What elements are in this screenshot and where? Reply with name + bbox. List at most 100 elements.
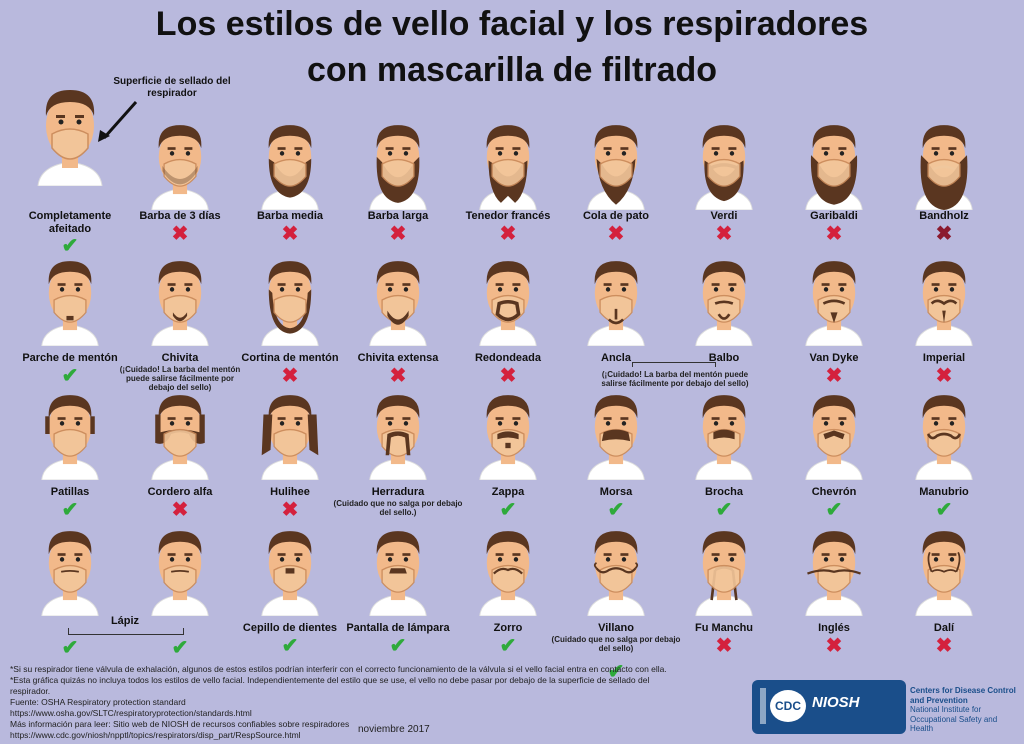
style-card: Dalí ✖ bbox=[888, 524, 1000, 656]
cross-icon: ✖ bbox=[171, 499, 189, 521]
cdc-logo: CDC bbox=[770, 690, 806, 722]
check-icon: ✔ bbox=[935, 499, 953, 521]
face-illustration-icon bbox=[578, 388, 654, 481]
style-card: Zorro ✔ bbox=[452, 524, 564, 657]
style-label: Zorro bbox=[493, 622, 523, 634]
pencil-label: Lápiz bbox=[110, 615, 140, 627]
publication-date: noviembre 2017 bbox=[358, 724, 430, 735]
style-card: Redondeada ✖ bbox=[452, 254, 564, 386]
style-card: Cepillo de dientes ✔ bbox=[234, 524, 346, 656]
face-illustration-icon bbox=[142, 254, 218, 347]
style-label: Cola de pato bbox=[582, 210, 649, 222]
style-note: (Cuidado que no salga por debajo del sel… bbox=[551, 635, 681, 653]
face-illustration-icon bbox=[360, 118, 436, 211]
style-card: Chevrón ✔ bbox=[778, 388, 890, 520]
face-illustration-icon bbox=[578, 254, 654, 347]
face-illustration-icon bbox=[142, 524, 218, 617]
cross-icon: ✖ bbox=[389, 365, 407, 387]
check-icon: ✔ bbox=[61, 637, 79, 659]
face-illustration-icon bbox=[470, 524, 546, 617]
footer-line: *Si su respirador tiene válvula de exhal… bbox=[10, 664, 667, 674]
style-label: Herradura bbox=[371, 486, 425, 498]
style-card: Barba larga ✖ bbox=[342, 118, 454, 248]
style-label: Barba de 3 días bbox=[139, 210, 221, 222]
style-label: Cepillo de dientes bbox=[242, 622, 338, 634]
face-illustration-icon bbox=[796, 524, 872, 617]
style-card: Morsa ✔ bbox=[560, 388, 672, 520]
style-card: Van Dyke ✖ bbox=[778, 254, 890, 387]
check-icon: ✔ bbox=[499, 635, 517, 657]
style-label: Chivita bbox=[161, 352, 199, 364]
cross-icon: ✖ bbox=[607, 223, 625, 245]
style-label: Morsa bbox=[599, 486, 633, 498]
cross-icon: ✖ bbox=[715, 635, 733, 657]
face-illustration-icon bbox=[142, 118, 218, 211]
face-illustration-icon bbox=[906, 118, 982, 211]
face-illustration-icon bbox=[470, 118, 546, 211]
cross-icon: ✖ bbox=[281, 499, 299, 521]
anchor-balbo-note: (¡Cuidado! La barba del mentón puede sal… bbox=[601, 370, 749, 388]
face-illustration-icon bbox=[360, 388, 436, 481]
footer-link[interactable]: https://www.osha.gov/SLTC/respiratorypro… bbox=[10, 708, 252, 718]
style-label: Hulihee bbox=[270, 486, 310, 498]
style-card: Inglés ✖ bbox=[778, 524, 890, 657]
cross-icon: ✖ bbox=[825, 635, 843, 657]
face-illustration-icon bbox=[578, 524, 654, 617]
style-label: Inglés bbox=[818, 622, 850, 634]
check-icon: ✔ bbox=[389, 635, 407, 657]
cross-icon: ✖ bbox=[281, 223, 299, 245]
face-illustration-icon bbox=[32, 524, 108, 617]
style-label: Pantalla de lámpara bbox=[346, 622, 450, 634]
style-card: Zappa ✔ bbox=[452, 388, 564, 521]
style-card: Cortina de mentón ✖ bbox=[234, 254, 346, 387]
cross-icon: ✖ bbox=[281, 365, 299, 387]
style-label: Van Dyke bbox=[809, 352, 859, 364]
cross-icon: ✖ bbox=[825, 365, 843, 387]
footer-line: Más información para leer: Sitio web de … bbox=[10, 719, 350, 729]
style-card: Barba media ✖ bbox=[234, 118, 346, 248]
style-card: Villano (Cuidado que no salga por debajo … bbox=[552, 524, 680, 682]
style-label: Garibaldi bbox=[810, 210, 858, 222]
style-label: Zappa bbox=[491, 486, 525, 498]
style-label: Manubrio bbox=[919, 486, 969, 498]
style-card: Fu Manchu ✖ bbox=[668, 524, 780, 657]
face-illustration-icon bbox=[252, 388, 328, 481]
face-illustration-icon bbox=[906, 254, 982, 347]
cross-icon: ✖ bbox=[389, 223, 407, 245]
agency-cdc-name: Centers for Disease Control and Preventi… bbox=[910, 686, 1016, 705]
style-card: Parche de mentón ✔ bbox=[14, 254, 126, 387]
style-card: Balbo bbox=[668, 254, 780, 384]
style-label: Completamente afeitado bbox=[28, 210, 112, 235]
cross-icon: ✖ bbox=[499, 223, 517, 245]
page-subtitle: con mascarilla de filtrado bbox=[306, 51, 718, 89]
footer-link[interactable]: https://www.cdc.gov/niosh/npptl/topics/r… bbox=[10, 730, 301, 740]
face-illustration-icon bbox=[906, 524, 982, 617]
footer-line: *Esta gráfica quizás no incluya todos lo… bbox=[10, 675, 650, 685]
face-illustration-icon bbox=[360, 524, 436, 617]
check-icon: ✔ bbox=[61, 365, 79, 387]
style-card: Tenedor francés ✖ bbox=[452, 118, 564, 248]
hhs-seal-icon bbox=[760, 688, 766, 724]
face-illustration-icon bbox=[906, 388, 982, 481]
agency-names: Centers for Disease Control and Preventi… bbox=[910, 686, 1022, 734]
page-title: Los estilos de vello facial y los respir… bbox=[155, 5, 869, 43]
style-label: Tenedor francés bbox=[465, 210, 551, 222]
check-icon: ✔ bbox=[61, 499, 79, 521]
style-label: Cordero alfa bbox=[147, 486, 213, 498]
callout-arrow-icon bbox=[98, 101, 138, 142]
face-illustration-icon bbox=[686, 524, 762, 617]
style-label: Dalí bbox=[933, 622, 955, 634]
style-label: Bandholz bbox=[919, 210, 969, 222]
check-icon: ✔ bbox=[715, 499, 733, 521]
style-card: Garibaldi ✖ bbox=[778, 118, 890, 248]
style-card: Manubrio ✔ bbox=[888, 388, 1000, 521]
style-note: (¡Cuidado! La barba del mentón puede sal… bbox=[119, 365, 241, 392]
face-illustration-icon bbox=[252, 118, 328, 211]
pencil-bracket bbox=[68, 628, 184, 635]
style-label: Barba larga bbox=[367, 210, 429, 222]
style-card: Pantalla de lámpara ✔ bbox=[342, 524, 454, 657]
style-label: Fu Manchu bbox=[694, 622, 754, 634]
check-icon: ✔ bbox=[499, 499, 517, 521]
style-card: ✔ bbox=[14, 524, 126, 658]
face-illustration-icon bbox=[252, 524, 328, 617]
